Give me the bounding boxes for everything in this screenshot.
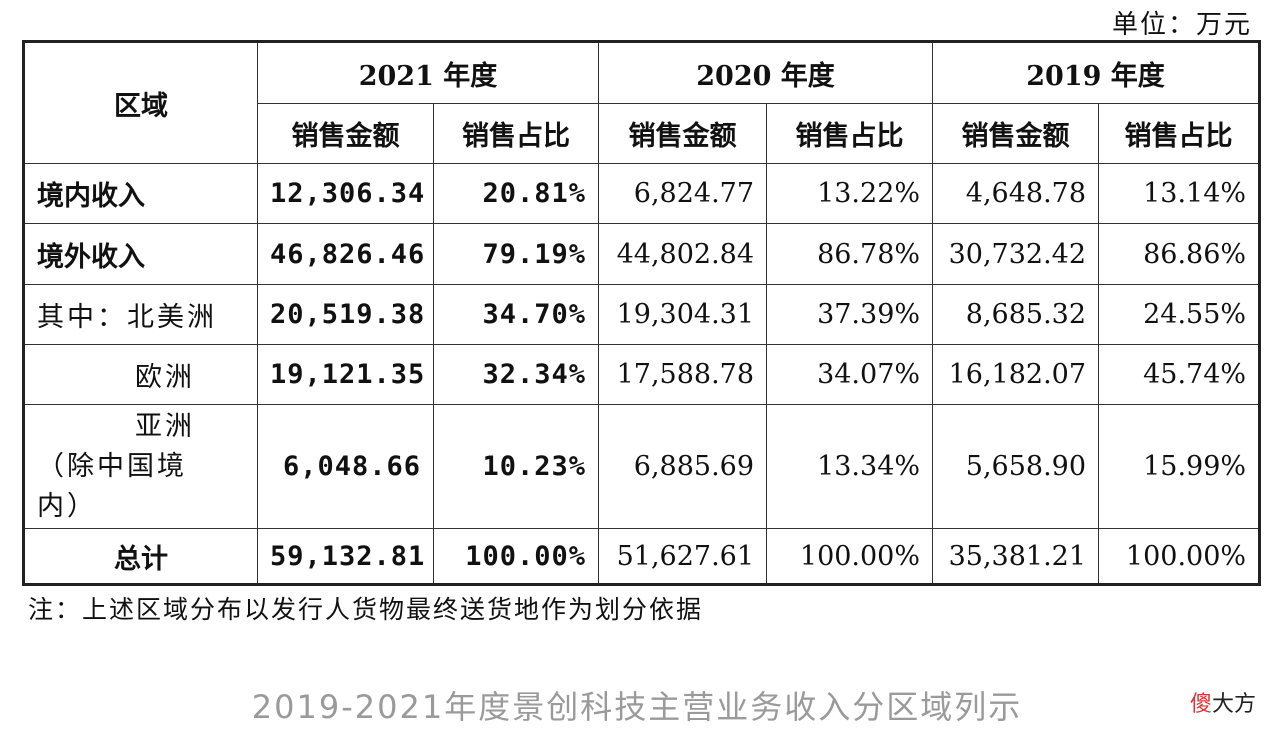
amount-cell: 35,381.21 (932, 528, 1100, 585)
share-cell: 20.81% (432, 163, 600, 224)
share-cell: 79.19% (432, 223, 600, 285)
header-year-2021: 2021 年度 (256, 41, 600, 104)
amount-cell: 17,588.78 (598, 344, 768, 405)
regional-revenue-table: 区域 2021 年度 2020 年度 2019 年度 销售金额 销售占比 销售金… (22, 40, 1262, 586)
header-region: 区域 (23, 41, 258, 164)
unit-label: 单位：万元 (1111, 10, 1252, 40)
amount-cell: 30,732.42 (932, 223, 1100, 285)
amount-cell: 16,182.07 (932, 344, 1100, 405)
header-year-2019: 2019 年度 (932, 41, 1261, 104)
header-sales-share: 销售占比 (432, 103, 600, 164)
amount-cell: 19,121.35 (257, 344, 434, 405)
share-cell: 86.78% (766, 223, 934, 285)
region-cell: 其中：北美洲 (23, 284, 258, 345)
share-cell: 86.86% (1098, 223, 1261, 285)
amount-cell: 44,802.84 (598, 223, 768, 285)
share-cell: 100.00% (432, 528, 600, 585)
region-cell: 境外收入 (23, 223, 258, 285)
header-year-2020: 2020 年度 (598, 41, 934, 104)
share-cell: 34.70% (432, 284, 600, 345)
table-row: 亚洲 （除中国境 内） 6,048.66 10.23% 6,885.69 13.… (23, 404, 1261, 529)
share-cell: 32.34% (432, 344, 600, 405)
amount-cell: 59,132.81 (257, 528, 434, 585)
table-note: 注：上述区域分布以发行人货物最终送货地作为划分依据 (28, 595, 704, 624)
amount-cell: 46,826.46 (257, 223, 434, 285)
region-line: 亚洲 (135, 410, 195, 442)
amount-cell: 6,824.77 (598, 163, 768, 224)
share-cell: 15.99% (1098, 404, 1261, 529)
table-row: 其中：北美洲 20,519.38 34.70% 19,304.31 37.39%… (23, 284, 1261, 345)
header-sales-share: 销售占比 (766, 103, 934, 164)
share-cell: 34.07% (766, 344, 934, 405)
amount-cell: 6,885.69 (598, 404, 768, 529)
region-line: （除中国境 (37, 450, 187, 482)
share-cell: 13.34% (766, 404, 934, 529)
amount-cell: 4,648.78 (932, 163, 1100, 224)
table-row: 境外收入 46,826.46 79.19% 44,802.84 86.78% 3… (23, 223, 1261, 285)
header-row-years: 区域 2021 年度 2020 年度 2019 年度 (23, 41, 1261, 164)
table-row: 境内收入 12,306.34 20.81% 6,824.77 13.22% 4,… (23, 163, 1261, 224)
header-sales-amount: 销售金额 (932, 103, 1100, 164)
table-row: 欧洲 19,121.35 32.34% 17,588.78 34.07% 16,… (23, 344, 1261, 405)
header-sales-amount: 销售金额 (598, 103, 768, 164)
share-cell: 10.23% (432, 404, 600, 529)
watermark-text: 大方 (1211, 692, 1256, 717)
region-cell-total: 总计 (23, 528, 258, 585)
amount-cell: 20,519.38 (257, 284, 434, 345)
share-cell: 13.22% (766, 163, 934, 224)
amount-cell: 19,304.31 (598, 284, 768, 345)
watermark: 傻大方 (1190, 686, 1256, 718)
amount-cell: 6,048.66 (257, 404, 434, 529)
header-sales-amount: 销售金额 (257, 103, 434, 164)
share-cell: 45.74% (1098, 344, 1261, 405)
share-cell: 100.00% (766, 528, 934, 585)
total-row: 总计 59,132.81 100.00% 51,627.61 100.00% 3… (23, 528, 1261, 585)
amount-cell: 12,306.34 (257, 163, 434, 224)
amount-cell: 5,658.90 (932, 404, 1100, 529)
share-cell: 24.55% (1098, 284, 1261, 345)
share-cell: 100.00% (1098, 528, 1261, 585)
figure-caption: 2019-2021年度景创科技主营业务收入分区域列示 (251, 688, 1023, 726)
region-cell: 境内收入 (23, 163, 258, 224)
share-cell: 13.14% (1098, 163, 1261, 224)
share-cell: 37.39% (766, 284, 934, 345)
region-line: 内） (37, 490, 97, 522)
watermark-mark: 傻 (1189, 692, 1212, 717)
region-cell: 欧洲 (23, 344, 258, 405)
amount-cell: 8,685.32 (932, 284, 1100, 345)
header-sales-share: 销售占比 (1098, 103, 1261, 164)
amount-cell: 51,627.61 (598, 528, 768, 585)
region-cell: 亚洲 （除中国境 内） (23, 404, 258, 529)
